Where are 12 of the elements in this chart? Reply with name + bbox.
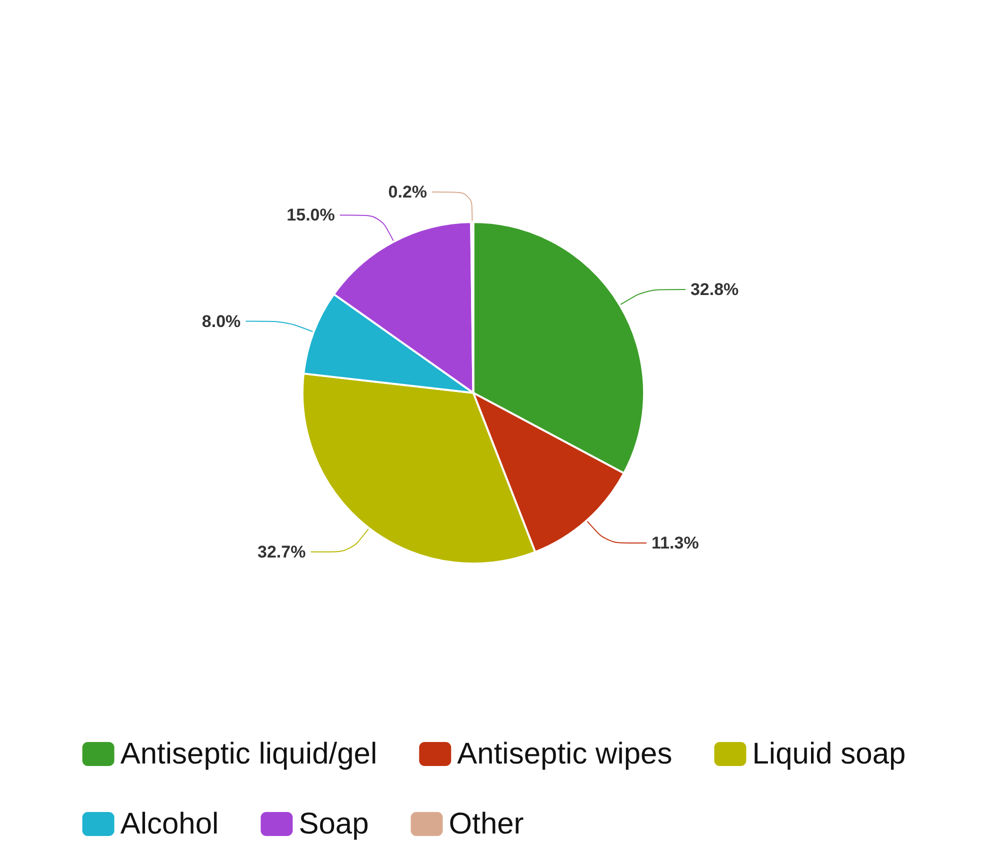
- legend-label: Antiseptic liquid/gel: [120, 738, 378, 770]
- data-label: 15.0%: [286, 206, 335, 225]
- legend-label: Soap: [298, 808, 369, 840]
- data-label: 32.7%: [258, 542, 306, 562]
- legend-label: Other: [448, 808, 524, 840]
- data-label: 11.3%: [652, 534, 699, 553]
- data-label: 32.8%: [690, 280, 739, 300]
- data-label: 0.2%: [388, 182, 428, 202]
- legend-label: Alcohol: [120, 808, 219, 840]
- legend-label: Antiseptic wipes: [457, 738, 672, 770]
- legend-label: Liquid soap: [752, 738, 906, 770]
- data-label: 8.0%: [202, 312, 241, 331]
